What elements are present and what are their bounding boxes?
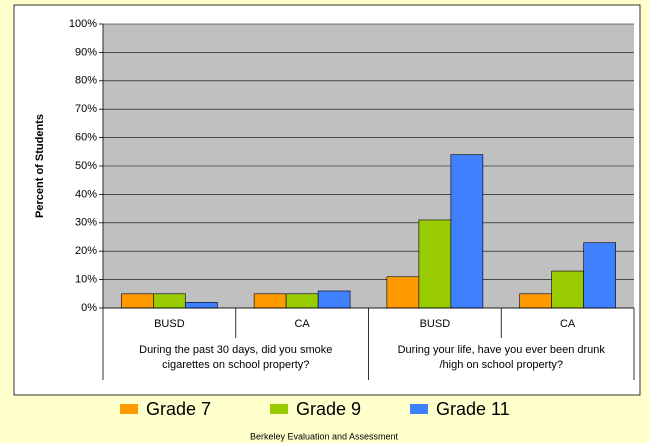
y-tick-label: 20% (75, 245, 97, 257)
x-tick-label: BUSD (420, 318, 451, 330)
bar (121, 293, 154, 309)
bar (317, 290, 351, 309)
y-tick-label: 10% (75, 274, 97, 286)
bar (551, 270, 584, 309)
legend-label: Grade 9 (296, 399, 361, 419)
group-label: During the past 30 days, did you smoke c… (139, 344, 333, 371)
legend-swatch (120, 404, 138, 414)
x-tick-label: CA (294, 318, 310, 330)
y-tick-label: 100% (69, 18, 97, 30)
legend-swatch (270, 404, 288, 414)
bar (583, 242, 616, 309)
bar (285, 293, 319, 309)
y-tick-label: 70% (75, 103, 97, 115)
y-tick-label: 50% (75, 160, 97, 172)
footer: Berkeley Evaluation and Assessment (250, 431, 399, 441)
legend-label: Grade 7 (146, 399, 211, 419)
x-tick-label: CA (560, 318, 576, 330)
bar (153, 293, 186, 309)
y-tick-label: 30% (75, 217, 97, 229)
bar (450, 154, 484, 309)
bar (185, 302, 218, 309)
y-tick-label: 40% (75, 188, 97, 200)
x-tick-label: BUSD (154, 318, 185, 330)
bar (519, 293, 552, 309)
y-tick-label: 80% (75, 75, 97, 87)
bar (418, 219, 452, 309)
y-tick-label: 0% (81, 302, 97, 314)
bar (386, 276, 420, 309)
bar (253, 293, 287, 309)
group-label: During your life, have you ever been dru… (397, 344, 605, 371)
y-tick-label: 90% (75, 46, 97, 58)
y-tick-label: 60% (75, 132, 97, 144)
legend-label: Grade 11 (436, 399, 510, 419)
legend-swatch (410, 404, 428, 414)
y-axis-title: Percent of Students (34, 114, 46, 218)
